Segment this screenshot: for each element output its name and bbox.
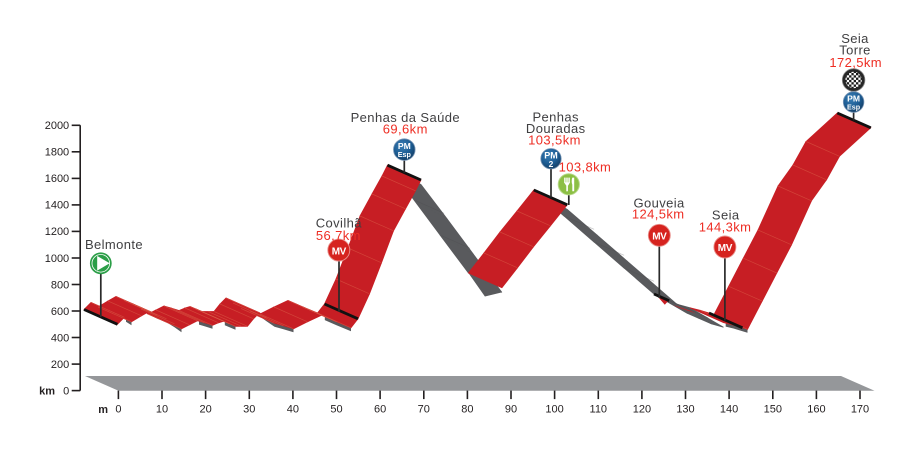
svg-text:Penhas da Saúde: Penhas da Saúde [351,110,460,125]
svg-text:1200: 1200 [45,226,69,238]
svg-text:Seia: Seia [841,31,869,46]
svg-text:Torre: Torre [839,42,871,57]
svg-text:160: 160 [807,404,825,416]
svg-text:1000: 1000 [45,253,69,265]
svg-text:172,5km: 172,5km [829,55,882,70]
svg-text:1800: 1800 [45,147,69,159]
svg-text:70: 70 [418,404,430,416]
svg-text:Covilhã: Covilhã [316,215,363,230]
svg-text:MV: MV [332,246,347,257]
svg-text:600: 600 [51,306,69,318]
svg-text:km: km [39,386,55,398]
svg-text:Gouveia: Gouveia [633,195,685,210]
svg-text:Douradas: Douradas [526,121,586,136]
svg-text:2: 2 [549,159,554,169]
svg-text:60: 60 [374,404,386,416]
svg-text:MV: MV [652,232,667,243]
svg-text:150: 150 [764,404,782,416]
svg-text:130: 130 [676,404,694,416]
svg-text:MV: MV [718,243,733,254]
svg-text:800: 800 [51,279,69,291]
svg-text:103,8km: 103,8km [559,159,612,174]
svg-text:80: 80 [461,404,473,416]
svg-text:56,7km: 56,7km [316,228,361,243]
svg-text:2000: 2000 [45,120,69,132]
svg-text:110: 110 [590,404,608,416]
svg-text:103,5km: 103,5km [528,133,581,148]
svg-text:0: 0 [115,404,121,416]
svg-text:0: 0 [63,385,69,397]
svg-text:124,5km: 124,5km [632,207,685,222]
svg-text:Esp: Esp [847,102,861,111]
svg-text:140: 140 [720,404,738,416]
svg-text:1600: 1600 [45,173,69,185]
svg-text:Penhas: Penhas [532,109,579,124]
svg-text:40: 40 [287,404,299,416]
svg-text:PM: PM [544,151,558,161]
svg-text:100: 100 [545,404,563,416]
svg-text:10: 10 [156,404,168,416]
svg-text:50: 50 [330,404,342,416]
svg-text:m: m [98,404,108,416]
svg-text:1400: 1400 [45,200,69,212]
svg-text:Seia: Seia [712,208,740,223]
svg-text:PM: PM [847,93,860,103]
svg-text:200: 200 [51,359,69,371]
svg-text:120: 120 [633,404,651,416]
svg-text:Esp: Esp [398,150,412,159]
svg-text:30: 30 [243,404,255,416]
svg-text:400: 400 [51,332,69,344]
svg-text:69,6km: 69,6km [383,122,428,137]
svg-text:90: 90 [505,404,517,416]
svg-text:Belmonte: Belmonte [85,237,143,252]
svg-text:20: 20 [199,404,211,416]
svg-text:144,3km: 144,3km [699,219,752,234]
svg-text:PM: PM [398,141,411,151]
svg-text:170: 170 [851,404,869,416]
